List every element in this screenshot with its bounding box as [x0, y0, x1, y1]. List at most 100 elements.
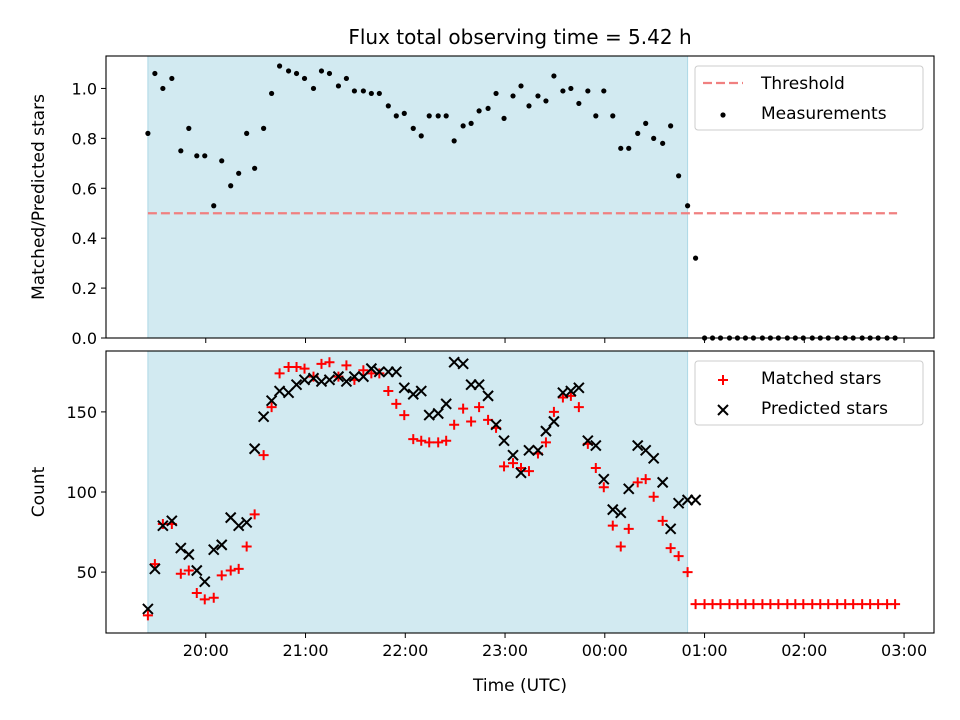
measurements-point [145, 130, 151, 136]
measurements-point [468, 120, 474, 126]
matched-stars-point [258, 450, 269, 461]
matched-stars-point [632, 477, 643, 488]
measurements-point [543, 98, 549, 104]
matched-stars-point [508, 458, 519, 469]
predicted-stars-point [273, 385, 286, 397]
predicted-stars-point [390, 366, 403, 378]
matched-stars-point [640, 474, 651, 485]
predicted-stars-point [423, 409, 435, 421]
matched-stars-point [823, 599, 834, 610]
measurements-point [676, 173, 682, 179]
x-tick-label: 01:00 [681, 641, 727, 660]
matched-stars-point [565, 390, 576, 401]
predicted-stars-point [523, 444, 535, 457]
legend-entry: Measurements [761, 104, 887, 124]
measurements-point [169, 75, 175, 82]
predicted-stars-point [175, 542, 187, 554]
measurements-point [211, 203, 217, 209]
matched-stars-point [391, 398, 402, 409]
measurements-point [576, 100, 582, 107]
predicted-stars-point [183, 548, 195, 561]
measurements-point [460, 123, 466, 129]
y-tick-label: 0.8 [72, 129, 97, 148]
measurements-point [343, 75, 350, 82]
measurements-point [593, 113, 599, 119]
legend: Matched stars Predicted stars [694, 360, 924, 426]
y-tick-label: 150 [66, 403, 97, 422]
y-tick-label: 100 [66, 483, 97, 502]
predicted-stars-point [348, 370, 361, 383]
y-tick-label: 50 [77, 563, 97, 582]
measurements-point [684, 203, 691, 209]
measurements-point [535, 93, 541, 99]
measurements-point [202, 153, 208, 159]
measurements-point [551, 73, 557, 79]
matched-stars-point [466, 416, 477, 427]
x-tick-label: 23:00 [482, 641, 528, 660]
matched-stars-point [266, 402, 277, 413]
matched-stars-point [408, 434, 419, 445]
predicted-stars-point [647, 452, 660, 465]
predicted-stars-point [632, 439, 644, 452]
predicted-stars-point [149, 563, 161, 575]
predicted-stars-point [298, 374, 311, 386]
measurements-point [626, 145, 632, 151]
measurements-point [401, 110, 407, 116]
measurements-point [360, 88, 366, 94]
y-tick-label: 0.2 [72, 279, 97, 298]
matched-stars-point [241, 541, 252, 552]
matched-stars-point [441, 435, 452, 446]
matched-stars-point [657, 515, 668, 526]
measurements-point [301, 75, 308, 82]
predicted-stars-point [415, 385, 427, 397]
measurements-point [610, 113, 616, 119]
measurements-point [293, 70, 300, 77]
x-tick-label: 21:00 [282, 641, 328, 660]
measurements-point [618, 145, 624, 151]
predicted-stars-point [323, 374, 336, 386]
legend-entry: Predicted stars [761, 399, 888, 419]
measurements-point [493, 90, 499, 97]
matched-stars-point [449, 419, 460, 430]
predicted-stars-point [689, 494, 702, 506]
matched-stars-point [623, 523, 634, 534]
predicted-stars-point [216, 539, 228, 551]
observing-window-shade [147, 55, 689, 339]
measurements-point [326, 70, 333, 77]
matched-stars-point [557, 392, 568, 403]
matched-stars-point [673, 551, 684, 562]
matched-stars-point [358, 365, 369, 376]
matched-stars-point [607, 520, 618, 531]
predicted-stars-point [565, 385, 577, 397]
measurements-point [335, 83, 342, 89]
legend-swatch [717, 404, 729, 416]
predicted-stars-point [473, 378, 485, 391]
measurements-point [269, 90, 275, 97]
predicted-stars-point [448, 356, 460, 368]
matched-stars-point [615, 541, 626, 552]
x-tick-label: 22:00 [382, 641, 428, 660]
measurements-point [526, 103, 532, 109]
predicted-stars-point [515, 467, 527, 479]
predicted-stars-point [232, 519, 245, 532]
matched-stars-point [183, 565, 194, 576]
matched-stars-point [175, 568, 186, 579]
measurements-point [318, 68, 325, 74]
predicted-stars-point [590, 439, 602, 452]
x-tick-label: 20:00 [183, 641, 229, 660]
matched-stars-point [249, 509, 260, 520]
measurements-point [443, 113, 449, 119]
predicted-stars-point [240, 516, 253, 529]
predicted-stars-point [407, 388, 419, 400]
x-tick-label: 02:00 [781, 641, 827, 660]
matched-stars-point [299, 363, 310, 374]
measurements-point [194, 153, 200, 159]
matched-stars-point [590, 462, 601, 473]
matched-stars-point [274, 368, 285, 379]
legend-swatch [720, 112, 726, 118]
matched-stars-point [890, 599, 901, 610]
matched-stars-point [399, 410, 410, 421]
predicted-stars-point [307, 372, 320, 384]
predicted-stars-point [532, 444, 544, 457]
matched-stars-point [873, 599, 884, 610]
